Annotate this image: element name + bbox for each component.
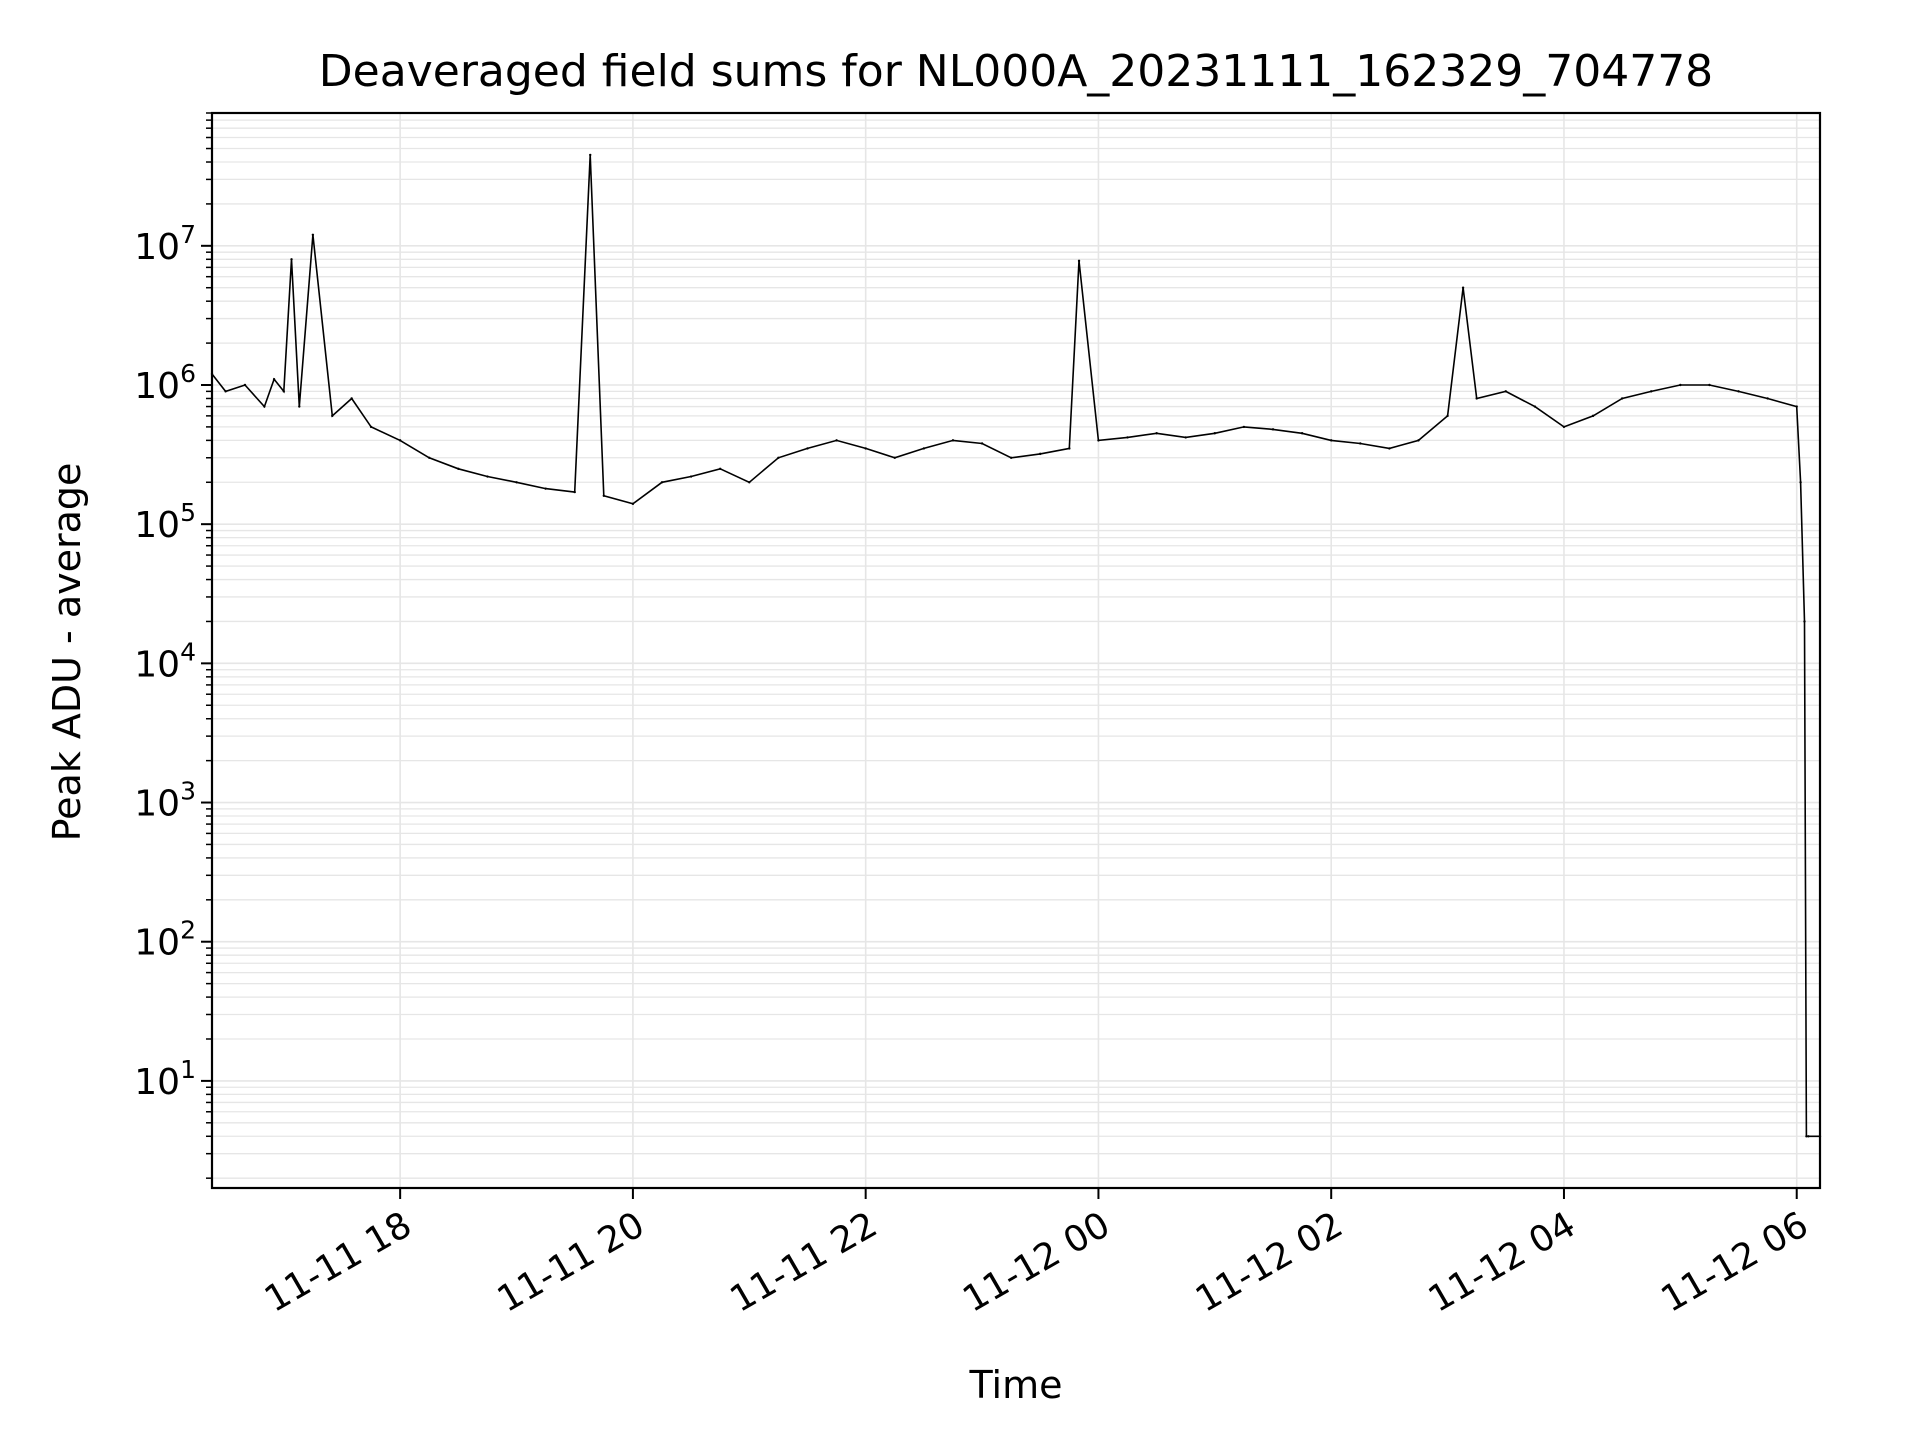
axes-frame bbox=[210, 111, 1822, 1190]
data-point bbox=[1300, 432, 1304, 435]
data-point bbox=[1591, 414, 1595, 418]
data-point bbox=[602, 494, 606, 497]
data-point bbox=[980, 442, 984, 445]
data-point bbox=[1650, 390, 1653, 393]
data-point bbox=[1679, 383, 1682, 387]
data-point bbox=[864, 447, 867, 450]
data-point bbox=[1461, 286, 1465, 289]
data-point bbox=[1805, 1135, 1808, 1138]
data-point bbox=[1097, 439, 1100, 442]
data-point bbox=[398, 439, 402, 442]
data-point bbox=[311, 233, 315, 236]
grid-lines bbox=[212, 112, 1820, 1188]
data-point bbox=[1126, 436, 1129, 439]
data-point bbox=[331, 414, 334, 418]
data-point bbox=[1242, 425, 1246, 429]
data-point bbox=[263, 405, 266, 408]
data-point bbox=[272, 378, 276, 381]
data-series bbox=[210, 153, 1822, 1138]
data-point bbox=[748, 481, 751, 484]
data-point bbox=[1359, 442, 1362, 445]
data-point bbox=[1009, 456, 1013, 459]
y-axis-label: Peak ADU - average bbox=[45, 463, 89, 842]
data-point bbox=[1737, 390, 1740, 393]
data-point bbox=[835, 439, 838, 442]
data-point bbox=[1039, 452, 1042, 456]
data-point bbox=[893, 456, 896, 459]
data-point bbox=[1184, 436, 1187, 439]
data-point bbox=[777, 456, 780, 459]
data-point bbox=[951, 439, 955, 442]
y-tick-label: 105 bbox=[134, 498, 196, 546]
data-point bbox=[1795, 405, 1798, 408]
y-tick-label: 106 bbox=[134, 359, 196, 407]
data-point bbox=[573, 490, 576, 494]
data-point bbox=[660, 481, 664, 484]
data-point bbox=[1475, 397, 1478, 400]
data-point bbox=[1562, 425, 1566, 429]
chart-title: Deaveraged field sums for NL000A_2023111… bbox=[319, 46, 1713, 97]
x-axis-label: Time bbox=[969, 1363, 1063, 1407]
data-point bbox=[282, 390, 285, 393]
data-point bbox=[290, 258, 293, 261]
data-point bbox=[369, 425, 373, 429]
data-point bbox=[1533, 405, 1537, 408]
data-point bbox=[1504, 390, 1507, 393]
data-point bbox=[589, 153, 592, 157]
data-point bbox=[631, 502, 635, 506]
y-tick-label: 102 bbox=[134, 916, 196, 964]
data-point bbox=[224, 390, 227, 393]
data-point bbox=[718, 467, 722, 470]
data-point bbox=[1620, 397, 1624, 400]
y-tick-label: 103 bbox=[134, 777, 196, 825]
data-point bbox=[922, 447, 926, 450]
data-point bbox=[1799, 481, 1802, 484]
data-point bbox=[486, 475, 489, 478]
data-point bbox=[1803, 620, 1806, 623]
data-point bbox=[1077, 259, 1081, 263]
data-point bbox=[243, 383, 247, 387]
data-point bbox=[1807, 1135, 1810, 1138]
data-point bbox=[1068, 447, 1071, 450]
data-point bbox=[544, 487, 547, 490]
data-point bbox=[1417, 439, 1420, 442]
data-point bbox=[298, 405, 301, 408]
data-point bbox=[1708, 383, 1711, 387]
y-tick-label: 107 bbox=[134, 220, 196, 268]
data-point bbox=[1766, 397, 1769, 400]
data-point bbox=[1155, 432, 1158, 435]
data-point bbox=[457, 467, 460, 470]
data-point bbox=[1446, 414, 1449, 418]
data-point bbox=[350, 397, 353, 400]
data-point bbox=[1329, 439, 1333, 442]
data-point bbox=[1213, 432, 1217, 435]
y-tick-label: 104 bbox=[134, 637, 196, 685]
data-point bbox=[806, 447, 809, 450]
data-point bbox=[1271, 428, 1275, 431]
data-point bbox=[1388, 447, 1391, 450]
data-point bbox=[428, 456, 431, 459]
data-point bbox=[515, 481, 518, 484]
y-tick-label: 101 bbox=[134, 1055, 196, 1103]
data-point bbox=[689, 475, 693, 478]
